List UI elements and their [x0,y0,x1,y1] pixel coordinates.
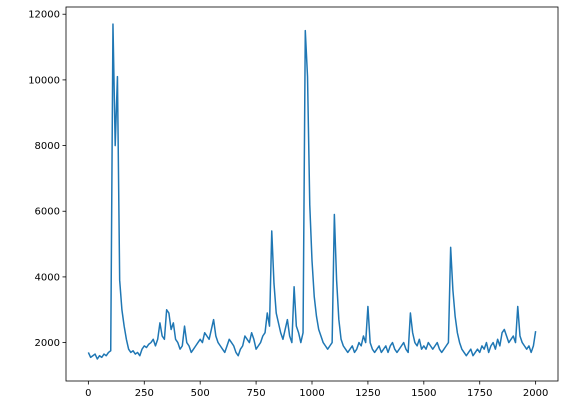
y-tick-label: 12000 [28,10,60,21]
x-tick-label: 1750 [467,388,492,399]
data-line [87,23,537,360]
y-tick-label: 8000 [35,141,60,152]
x-tick-label: 2000 [523,388,548,399]
x-tick-label: 250 [135,388,154,399]
y-tick-label: 6000 [35,207,60,218]
y-tick-label: 10000 [28,75,60,86]
x-tick-label: 0 [85,388,91,399]
x-tick-label: 1250 [355,388,380,399]
x-tick-label: 500 [191,388,210,399]
x-tick-label: 1500 [411,388,436,399]
y-tick-label: 2000 [35,338,60,349]
x-tick-label: 1000 [299,388,324,399]
y-tick-label: 4000 [35,272,60,283]
axes-frame [65,6,559,382]
x-tick-label: 750 [247,388,266,399]
